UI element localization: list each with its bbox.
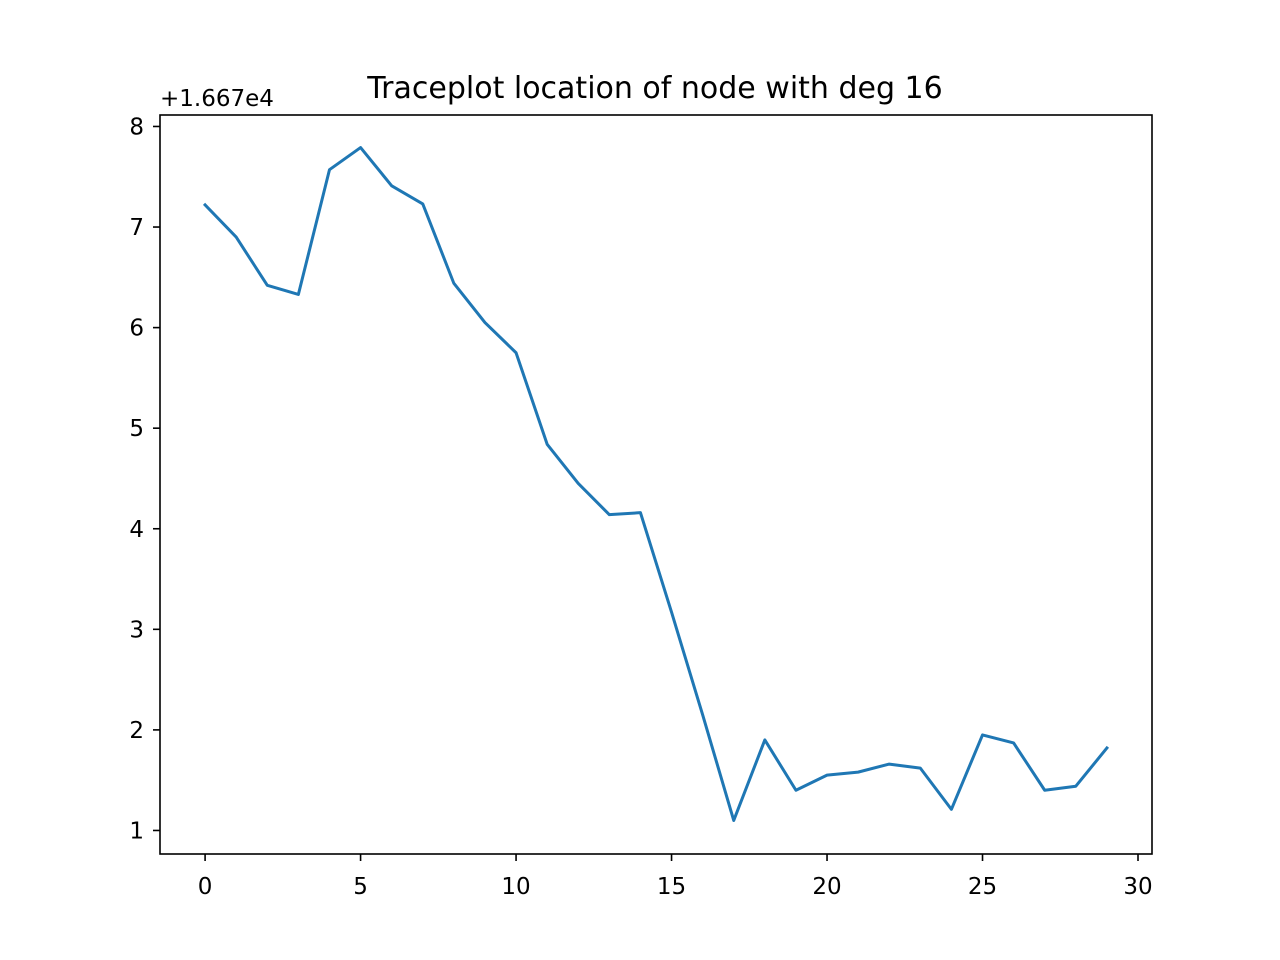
x-tick-label: 0 xyxy=(198,874,213,900)
y-tick-label: 3 xyxy=(129,617,144,643)
y-tick-label: 6 xyxy=(129,316,144,342)
x-tick-label: 15 xyxy=(657,874,686,900)
plot-area xyxy=(202,146,1110,822)
y-tick-label: 2 xyxy=(129,718,144,744)
x-tick-label: 10 xyxy=(501,874,530,900)
x-axis-ticks: 0 5 10 15 20 25 30 xyxy=(198,854,1153,900)
series-line xyxy=(202,146,1110,822)
y-tick-label: 5 xyxy=(129,416,144,442)
y-tick-label: 8 xyxy=(129,114,144,140)
x-tick-label: 20 xyxy=(812,874,841,900)
y-axis-ticks: 1 2 3 4 5 6 7 8 xyxy=(129,114,160,844)
x-tick-label: 25 xyxy=(968,874,997,900)
x-tick-label: 5 xyxy=(353,874,368,900)
y-tick-label: 1 xyxy=(129,818,144,844)
chart-title: Traceplot location of node with deg 16 xyxy=(366,71,942,106)
y-tick-label: 4 xyxy=(129,517,144,543)
y-axis-offset-label: +1.667e4 xyxy=(160,86,274,112)
y-tick-label: 7 xyxy=(129,215,144,241)
x-tick-label: 30 xyxy=(1123,874,1152,900)
axes-frame xyxy=(159,114,1153,855)
